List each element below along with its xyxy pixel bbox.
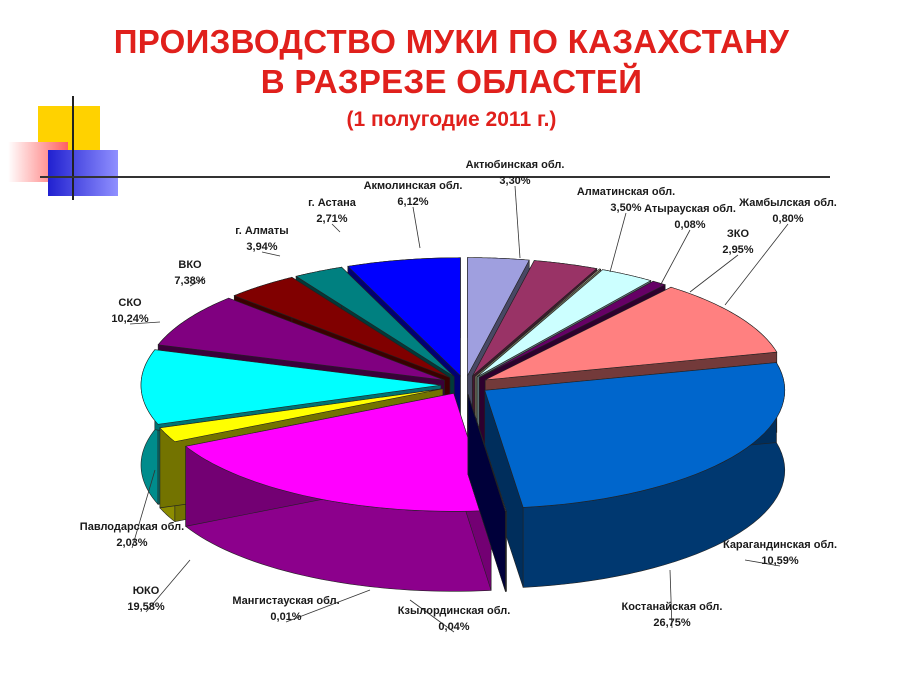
leader-line-11 bbox=[129, 321, 161, 325]
slice-2-top bbox=[474, 268, 602, 377]
slice-label-9: ЮКО bbox=[133, 585, 160, 597]
slice-value-4: 0,80% bbox=[772, 213, 803, 225]
slice-label-10: Павлодарская обл. bbox=[80, 521, 184, 533]
slice-value-13: 3,94% bbox=[246, 241, 277, 253]
slice-10-top bbox=[159, 388, 443, 443]
slice-value-11: 10,24% bbox=[111, 313, 149, 325]
slice-value-14: 2,71% bbox=[316, 213, 347, 225]
leader-line-2 bbox=[659, 229, 691, 287]
decor-horizontal-line bbox=[40, 176, 830, 178]
slice-6-top bbox=[484, 362, 786, 508]
slice-label-3: ЗКО bbox=[727, 228, 750, 240]
slice-label-6: Костанайская обл. bbox=[622, 601, 723, 613]
slice-value-0: 3,30% bbox=[499, 175, 530, 187]
slice-15-top bbox=[347, 257, 461, 377]
decor-vertical-line bbox=[72, 96, 74, 200]
leader-line-7 bbox=[409, 599, 455, 633]
slice-value-9: 19,58% bbox=[127, 601, 165, 613]
slice-8-top bbox=[467, 394, 507, 512]
slice-value-8: 0,01% bbox=[270, 611, 301, 623]
slice-value-7: 0,04% bbox=[438, 621, 469, 633]
slice-13-top bbox=[233, 277, 451, 378]
slice-14-top bbox=[295, 266, 455, 377]
title-line-1: ПРОИЗВОДСТВО МУКИ ПО КАЗАХСТАНУ bbox=[113, 23, 790, 60]
leader-line-5 bbox=[744, 559, 781, 567]
slice-9-top bbox=[184, 392, 492, 512]
slice-0-top bbox=[467, 257, 530, 376]
slice-label-14: г. Астана bbox=[308, 197, 357, 209]
leader-line-8 bbox=[285, 589, 371, 623]
slice-value-5: 10,59% bbox=[761, 555, 799, 567]
leader-line-12 bbox=[189, 277, 206, 287]
slice-label-7: Кзылординская обл. bbox=[398, 605, 511, 617]
slice-label-1: Алматинская обл. bbox=[577, 186, 675, 198]
leader-line-10 bbox=[131, 469, 156, 549]
slice-label-12: ВКО bbox=[178, 259, 202, 271]
slice-value-3: 2,95% bbox=[722, 244, 753, 256]
slice-5-top bbox=[485, 286, 778, 381]
leader-line-13 bbox=[261, 251, 281, 257]
slice-12-top bbox=[157, 297, 445, 381]
leader-line-3 bbox=[689, 254, 739, 293]
slice-9 bbox=[184, 392, 492, 592]
slice-11-top bbox=[140, 349, 442, 425]
leader-line-14 bbox=[331, 223, 341, 233]
slice-value-2: 0,08% bbox=[674, 219, 705, 231]
decor-blue-square bbox=[48, 150, 118, 196]
slice-4-top bbox=[479, 280, 666, 378]
title-line-2: В РАЗРЕЗЕ ОБЛАСТЕЙ bbox=[260, 63, 643, 100]
leader-line-6 bbox=[669, 569, 673, 629]
slice-8 bbox=[467, 394, 507, 592]
slice-label-0: Актюбинская обл. bbox=[466, 159, 565, 171]
slice-label-5: Карагандинская обл. bbox=[723, 539, 837, 551]
leader-line-0 bbox=[514, 185, 521, 259]
slice-6 bbox=[484, 361, 786, 588]
leader-line-1 bbox=[609, 212, 627, 273]
slice-value-12: 7,38% bbox=[174, 275, 205, 287]
slice-value-15: 6,12% bbox=[397, 196, 428, 208]
slice-label-8: Мангистауская обл. bbox=[232, 595, 339, 607]
page-title: ПРОИЗВОДСТВО МУКИ ПО КАЗАХСТАНУ В РАЗРЕЗ… bbox=[0, 22, 903, 102]
slice-1-top bbox=[472, 260, 598, 377]
slice-label-13: г. Алматы bbox=[235, 225, 288, 237]
slice-label-15: Акмолинская обл. bbox=[364, 180, 463, 192]
slice-label-4: Жамбылская обл. bbox=[738, 197, 837, 209]
leader-line-9 bbox=[145, 559, 191, 613]
slice-value-6: 26,75% bbox=[653, 617, 691, 629]
leader-line-4 bbox=[724, 223, 789, 306]
slice-value-10: 2,03% bbox=[116, 537, 147, 549]
leader-line-15 bbox=[412, 206, 421, 249]
slice-label-11: СКО bbox=[118, 297, 142, 309]
slice-label-2: Атырауская обл. bbox=[644, 203, 736, 215]
slice-value-1: 3,50% bbox=[610, 202, 641, 214]
page-subtitle: (1 полугодие 2011 г.) bbox=[346, 108, 557, 131]
